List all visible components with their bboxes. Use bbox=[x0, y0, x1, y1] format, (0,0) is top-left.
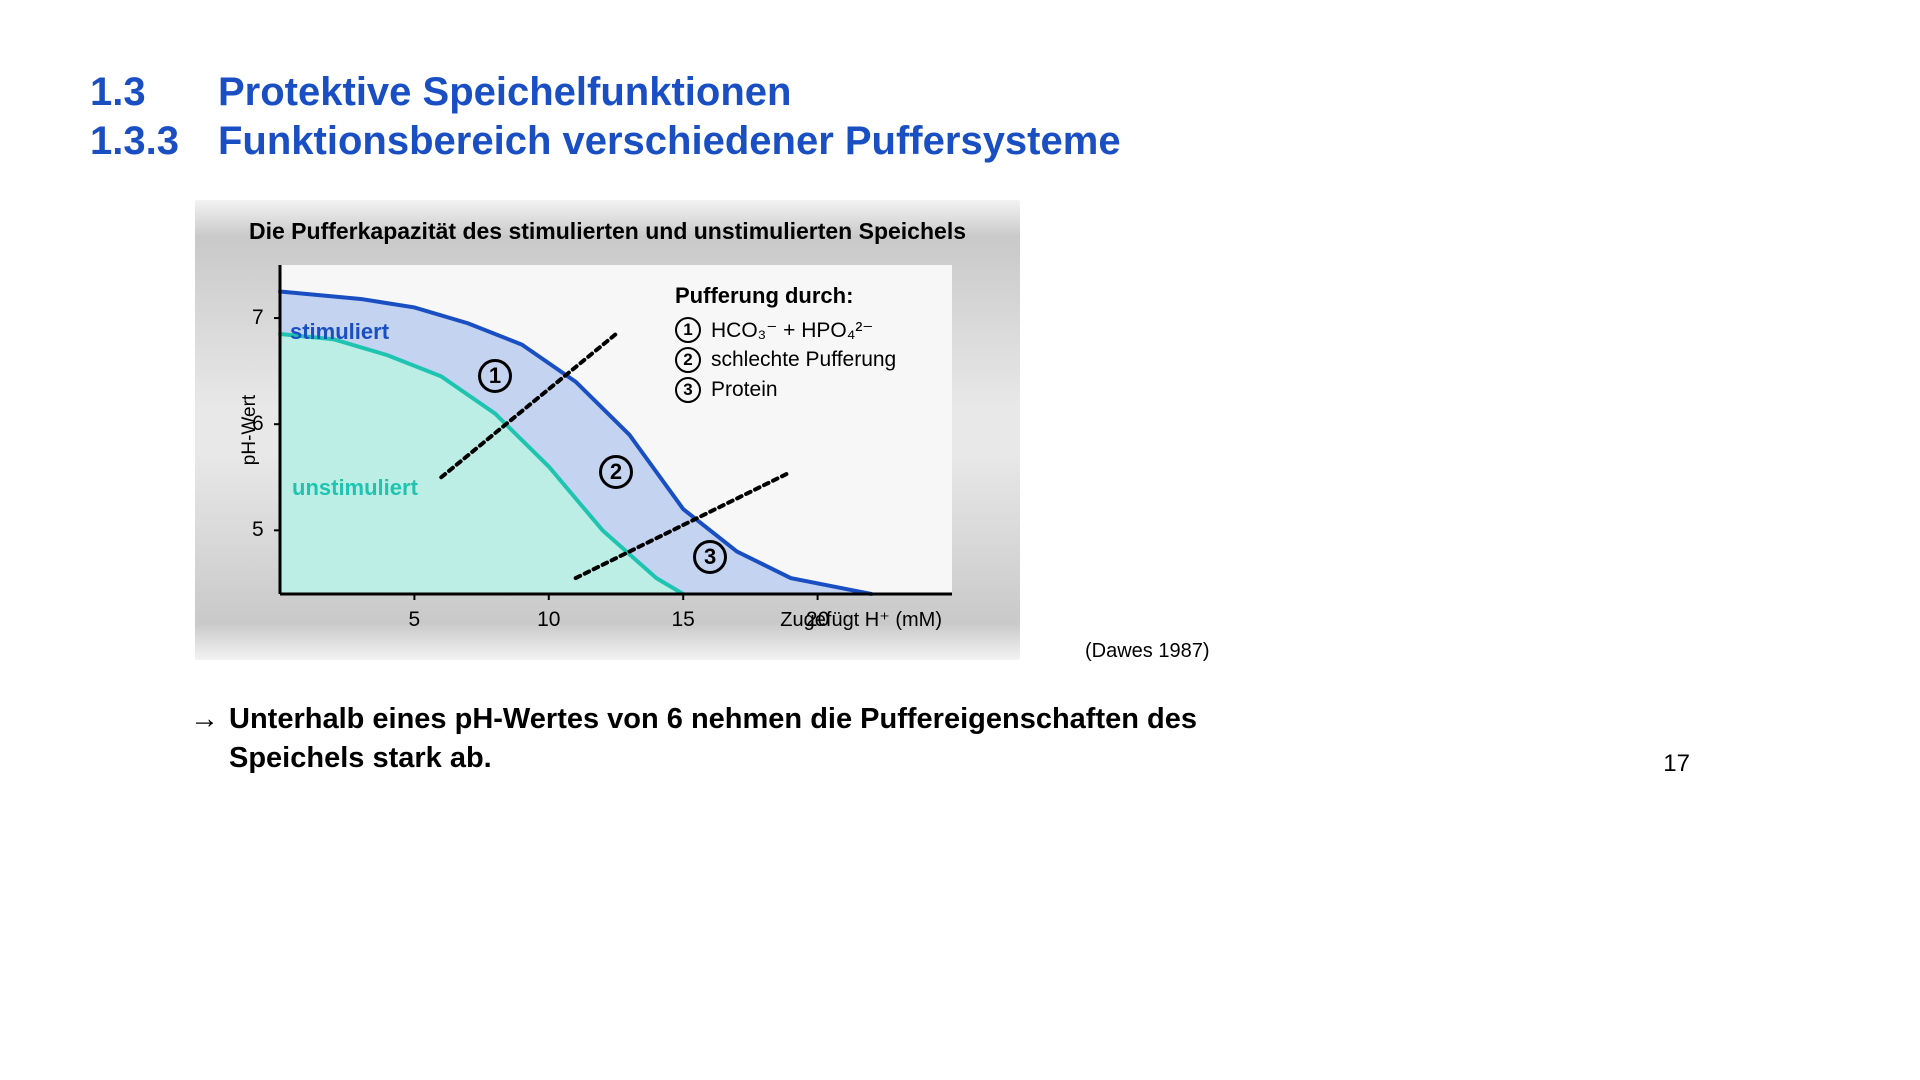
plot-area: pH-Wert Zugefügt H⁺ (mM) stimuliert unst… bbox=[280, 265, 952, 594]
section-title: Protektive Speichelfunktionen bbox=[218, 70, 791, 115]
chart-container: Die Pufferkapazität des stimulierten und… bbox=[195, 200, 1020, 660]
legend-item-2: 2 schlechte Pufferung bbox=[675, 347, 930, 373]
x-tick: 15 bbox=[672, 608, 695, 632]
legend-item-1: 1 HCO₃⁻ + HPO₄²⁻ bbox=[675, 317, 930, 343]
legend-marker-2: 2 bbox=[675, 347, 701, 373]
citation-text: (Dawes 1987) bbox=[1085, 640, 1210, 663]
x-tick: 10 bbox=[537, 608, 560, 632]
conclusion-text: Unterhalb eines pH-Wertes von 6 nehmen d… bbox=[229, 700, 1290, 778]
x-axis-label: Zugefügt H⁺ (mM) bbox=[780, 607, 942, 632]
zone-marker-3: 3 bbox=[693, 540, 727, 574]
curve-label-unstimuliert: unstimuliert bbox=[292, 475, 418, 501]
heading-section: 1.3 Protektive Speichelfunktionen bbox=[90, 70, 1830, 115]
legend-marker-1: 1 bbox=[675, 317, 701, 343]
conclusion-bullet: → Unterhalb eines pH-Wertes von 6 nehmen… bbox=[190, 700, 1290, 778]
page-number: 17 bbox=[1663, 750, 1690, 778]
legend-text-2: schlechte Pufferung bbox=[711, 348, 896, 372]
chart-title: Die Pufferkapazität des stimulierten und… bbox=[195, 218, 1020, 245]
heading-subsection: 1.3.3 Funktionsbereich verschiedener Puf… bbox=[90, 119, 1830, 164]
legend-text-3: Protein bbox=[711, 378, 778, 402]
legend-item-3: 3 Protein bbox=[675, 377, 930, 403]
y-tick: 5 bbox=[252, 518, 264, 542]
curve-label-stimuliert: stimuliert bbox=[290, 319, 389, 345]
y-tick: 7 bbox=[252, 306, 264, 330]
y-tick: 6 bbox=[252, 412, 264, 436]
arrow-icon: → bbox=[190, 700, 219, 778]
legend-text-1: HCO₃⁻ + HPO₄²⁻ bbox=[711, 318, 873, 343]
x-tick: 5 bbox=[409, 608, 421, 632]
subsection-number: 1.3.3 bbox=[90, 119, 190, 164]
subsection-title: Funktionsbereich verschiedener Puffersys… bbox=[218, 119, 1121, 164]
chart-legend: Pufferung durch: 1 HCO₃⁻ + HPO₄²⁻ 2 schl… bbox=[675, 283, 930, 407]
zone-marker-2: 2 bbox=[599, 455, 633, 489]
x-tick: 20 bbox=[806, 608, 829, 632]
legend-marker-3: 3 bbox=[675, 377, 701, 403]
legend-title: Pufferung durch: bbox=[675, 283, 930, 309]
section-number: 1.3 bbox=[90, 70, 190, 115]
